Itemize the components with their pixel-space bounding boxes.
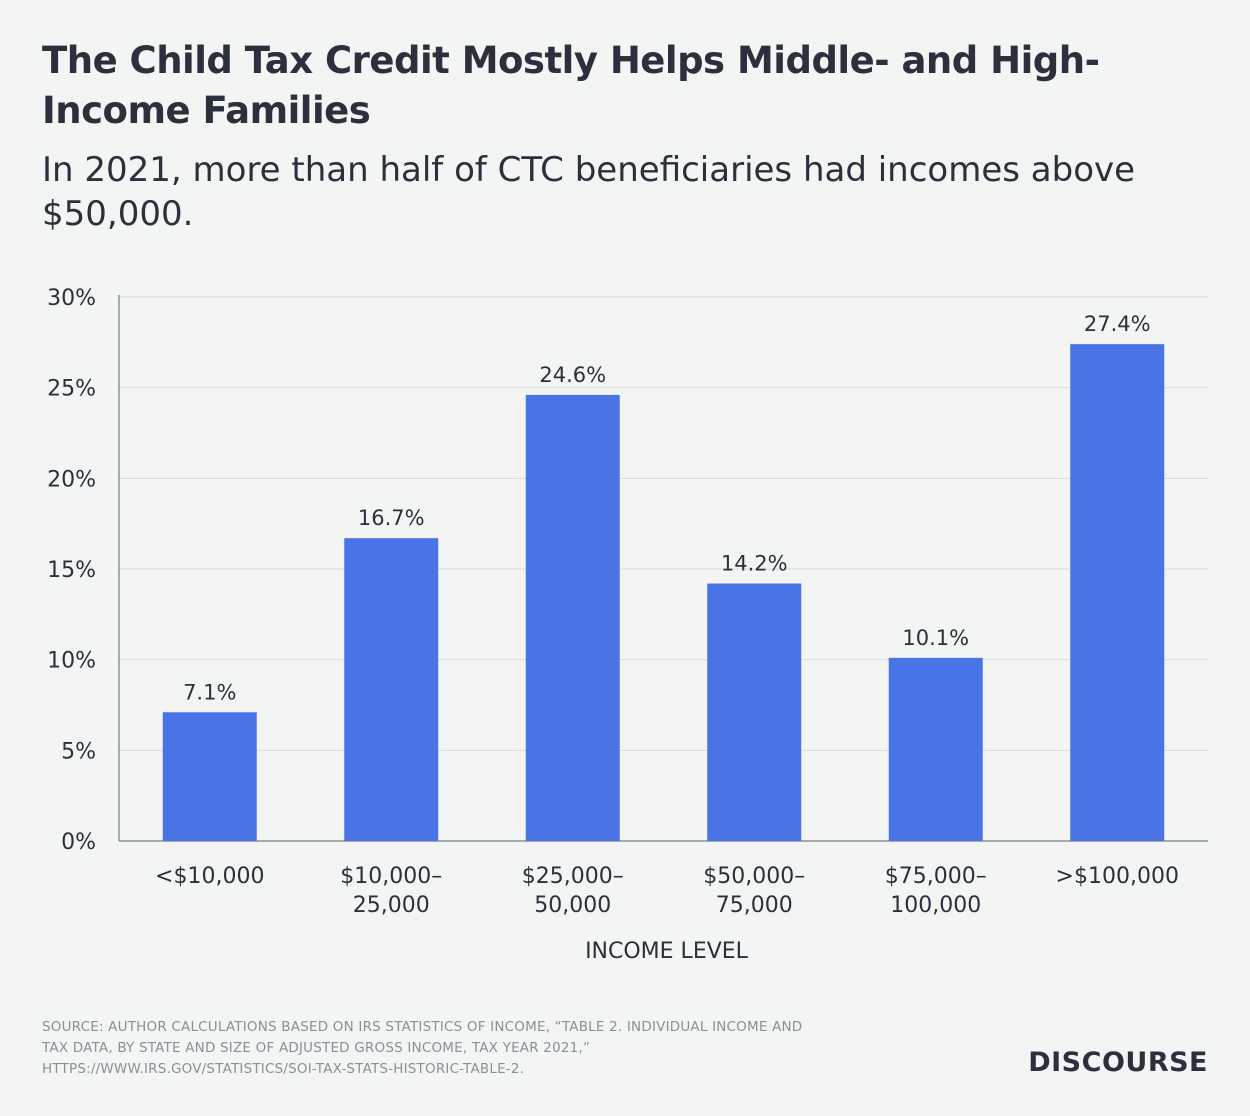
y-tick-label: 30% (47, 286, 96, 311)
chart-title: The Child Tax Credit Mostly Helps Middle… (42, 39, 1100, 132)
data-label: 14.2% (721, 552, 788, 576)
bar (1070, 344, 1165, 841)
data-label: 27.4% (1084, 312, 1151, 336)
y-tick-label: 25% (47, 377, 96, 402)
x-axis-title: INCOME LEVEL (585, 939, 749, 964)
x-tick-label: $10,000– (340, 864, 442, 889)
x-tick-label: $50,000– (703, 864, 805, 889)
x-tick-label: 50,000 (534, 893, 611, 918)
data-label: 10.1% (902, 626, 969, 650)
brand-logo: DISCOURSE (1028, 1047, 1208, 1078)
x-tick-label: 25,000 (353, 893, 430, 918)
source-note: SOURCE: AUTHOR CALCULATIONS BASED ON IRS… (42, 1019, 803, 1077)
y-tick-label: 10% (47, 649, 96, 674)
x-tick-label: <$10,000 (155, 864, 264, 889)
x-tick-label: 100,000 (890, 893, 981, 918)
bar-chart: 0% 5% 10% 15% 20% 25% 30% 7.1% <$10,000 16.7% $10,… (47, 286, 1208, 964)
y-tick-label: 5% (61, 739, 96, 764)
bar (162, 712, 257, 841)
y-tick-label: 0% (61, 830, 96, 855)
y-tick-label: 20% (47, 467, 96, 492)
x-tick-label: $75,000– (885, 864, 987, 889)
data-label: 7.1% (183, 680, 236, 704)
data-label: 16.7% (358, 506, 425, 530)
bar (525, 394, 620, 841)
bar (888, 657, 983, 841)
bar (344, 538, 439, 841)
y-tick-label: 15% (47, 558, 96, 583)
chart-subtitle: In 2021, more than half of CTC beneficia… (42, 150, 1136, 234)
x-tick-label: 75,000 (716, 893, 793, 918)
data-label: 24.6% (539, 363, 606, 387)
x-tick-label: >$100,000 (1056, 864, 1179, 889)
bar (707, 583, 802, 841)
x-tick-label: $25,000– (522, 864, 624, 889)
